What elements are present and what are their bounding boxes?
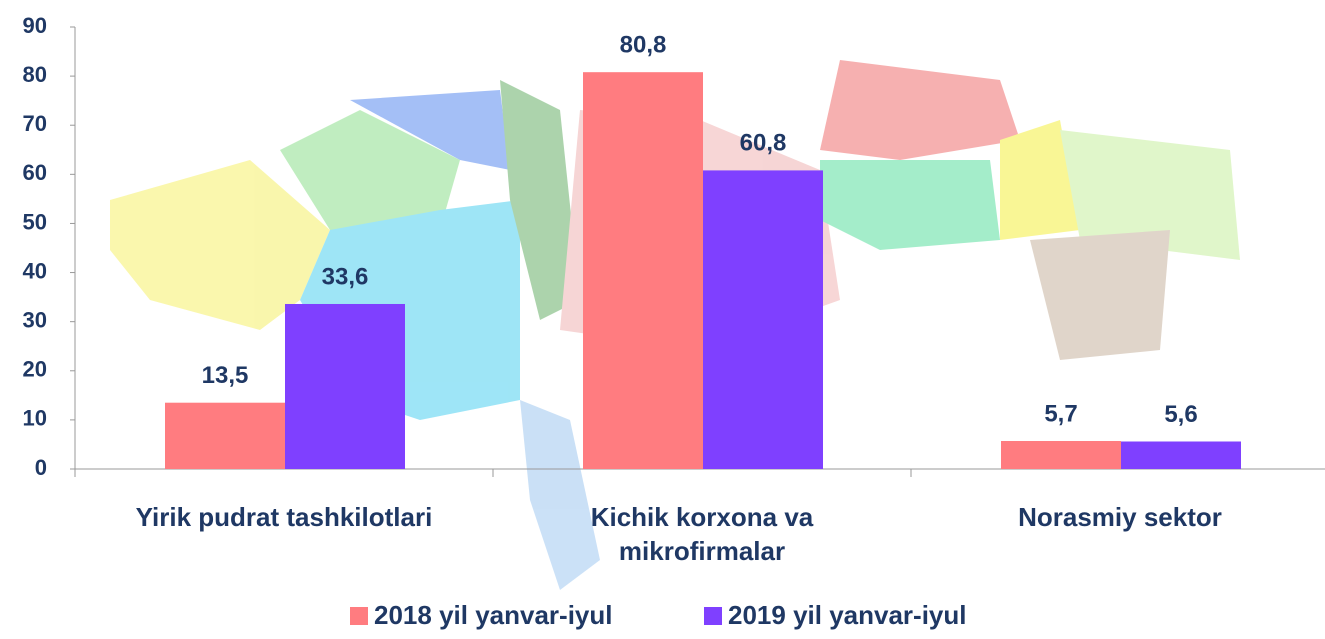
legend-label: 2018 yil yanvar-iyul <box>374 600 613 630</box>
y-tick-label: 90 <box>23 13 47 38</box>
legend-label: 2019 yil yanvar-iyul <box>728 600 967 630</box>
y-tick-label: 60 <box>23 160 47 185</box>
legend-item: 2019 yil yanvar-iyul <box>704 600 966 631</box>
y-tick-label: 30 <box>23 307 47 332</box>
legend-swatch <box>350 606 368 625</box>
bar <box>583 72 703 469</box>
y-tick-label: 20 <box>23 357 47 382</box>
legend-swatch <box>704 606 722 625</box>
y-tick-label: 50 <box>23 209 47 234</box>
data-label: 13,5 <box>202 362 249 389</box>
data-label: 5,6 <box>1164 401 1197 428</box>
data-label: 80,8 <box>620 32 667 59</box>
x-tick-label: Norasmiy sektor <box>1018 502 1222 532</box>
y-tick-label: 10 <box>23 406 47 431</box>
bar <box>165 402 285 469</box>
y-tick-label: 80 <box>23 62 47 87</box>
data-label: 5,7 <box>1044 400 1077 427</box>
y-tick-label: 0 <box>35 455 47 480</box>
y-tick-label: 70 <box>23 111 47 136</box>
bar <box>285 303 405 469</box>
bar <box>1001 441 1121 469</box>
background-map <box>110 60 1240 590</box>
legend-item: 2018 yil yanvar-iyul <box>350 600 612 631</box>
data-label: 33,6 <box>322 263 369 290</box>
x-tick-label: Kichik korxona va mikrofirmalar <box>590 502 814 566</box>
y-tick-label: 40 <box>23 258 47 283</box>
bar <box>703 170 823 469</box>
x-tick-label: Yirik pudrat tashkilotlari <box>135 502 433 532</box>
bar <box>1121 441 1241 469</box>
data-label: 60,8 <box>740 130 787 157</box>
